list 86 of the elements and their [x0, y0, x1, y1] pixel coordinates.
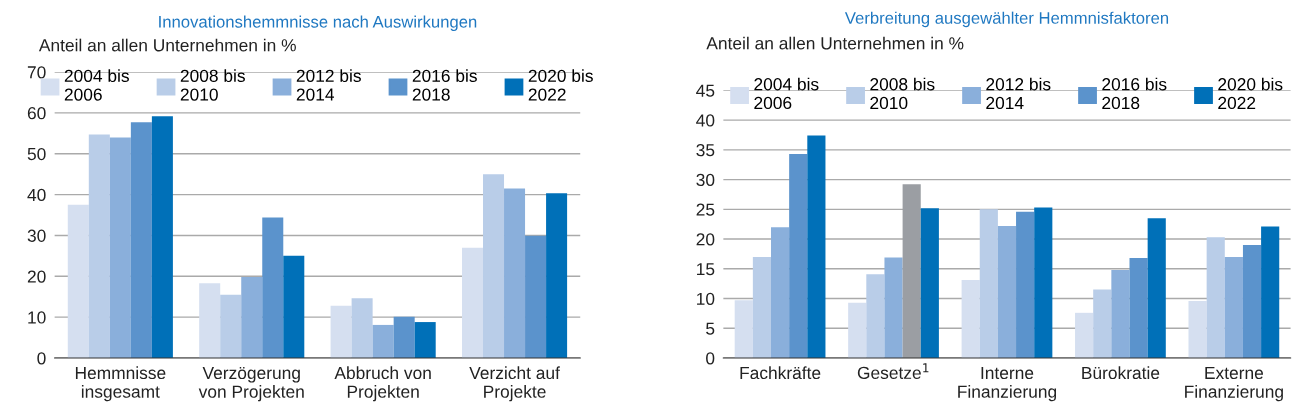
- x-tick-label: Bürokratie: [1082, 366, 1160, 380]
- y-tick-label: 40: [27, 188, 46, 202]
- bar: [1224, 256, 1243, 359]
- bar: [130, 122, 152, 359]
- x-tick-label: Verzögerung von Projekten: [198, 366, 304, 402]
- y-tick-label: 5: [706, 322, 715, 335]
- bar: [351, 298, 373, 359]
- bar: [283, 255, 305, 359]
- x-tick-label: Abbruch von Projekten: [334, 366, 431, 402]
- bar: [1034, 207, 1053, 359]
- chart-title: Innovationshemmnisse nach Auswirkungen: [159, 15, 477, 32]
- y-tick-label: 40: [696, 114, 715, 127]
- y-tick-label: 30: [27, 229, 46, 242]
- bar: [961, 280, 980, 359]
- legend-label: 2008 bis 2010: [180, 69, 245, 101]
- bar: [997, 225, 1017, 359]
- y-tick-label: 20: [696, 233, 715, 246]
- bar: [1016, 211, 1035, 359]
- bar: [525, 235, 547, 359]
- bar: [241, 277, 263, 359]
- x-tick-label: Externe Finanzierung: [1185, 366, 1283, 402]
- legend-label: 2012 bis 2014: [296, 69, 361, 101]
- bar: [1206, 237, 1225, 359]
- x-tick-label: Fachkräfte: [740, 366, 821, 380]
- y-tick-label: 45: [696, 84, 715, 97]
- bar: [393, 316, 415, 359]
- y-tick-label: 10: [28, 311, 46, 324]
- y-tick-label: 30: [696, 173, 715, 187]
- bar: [1111, 269, 1130, 359]
- y-tick-label: 70: [27, 66, 46, 79]
- bar: [1093, 289, 1112, 359]
- x-tick-label: Gesetze$^{1}$: [857, 363, 929, 379]
- x-tick-label: Verzicht auf Projekte: [469, 366, 560, 402]
- bar: [414, 322, 436, 359]
- bar: [734, 300, 753, 359]
- bar: [67, 204, 89, 359]
- x-tick-label: Hemmnisse insgesamt: [75, 366, 166, 402]
- bar: [461, 247, 484, 359]
- y-tick-label: 50: [27, 147, 46, 161]
- legend-label: 2020 bis 2022: [1218, 77, 1283, 110]
- bar: [789, 154, 808, 359]
- y-tick-label: 15: [697, 263, 715, 276]
- bar: [807, 135, 826, 359]
- bar: [979, 209, 998, 359]
- bar: [151, 116, 173, 359]
- bar: [1147, 218, 1166, 359]
- legend-label: 2004 bis 2006: [64, 69, 129, 101]
- bar: [884, 257, 903, 359]
- bar: [752, 256, 771, 359]
- bar: [504, 188, 526, 359]
- y-tick-label: 0: [706, 352, 715, 365]
- y-tick-label: 60: [27, 107, 46, 120]
- bar: [1261, 226, 1280, 359]
- bar: [262, 217, 284, 359]
- bar: [1188, 300, 1207, 359]
- y-tick-label: 35: [696, 144, 715, 157]
- legend-label: 2012 bis 2014: [986, 77, 1051, 110]
- bar: [546, 193, 568, 359]
- bar: [1075, 312, 1094, 359]
- x-tick-label: Interne Finanzierung: [958, 366, 1057, 402]
- y-tick-label: 0: [37, 352, 46, 365]
- y-tick-label: 10: [697, 292, 715, 305]
- chart-title: Verbreitung ausgewählter Hemmnisfaktoren: [844, 11, 1169, 28]
- bar: [848, 302, 867, 359]
- bar: [199, 283, 221, 359]
- bar: [771, 227, 790, 359]
- bar: [88, 134, 110, 359]
- bar: [902, 184, 921, 359]
- bar: [1242, 245, 1262, 359]
- legend-label: 2020 bis 2022: [528, 69, 593, 101]
- bar: [866, 274, 885, 359]
- bar: [1129, 258, 1148, 359]
- legend-label: 2016 bis 2018: [1102, 77, 1167, 110]
- bar: [372, 324, 394, 359]
- y-tick-label: 20: [27, 270, 46, 283]
- bar: [220, 294, 242, 359]
- y-tick-label: 25: [696, 203, 715, 216]
- legend-label: 2016 bis 2018: [412, 69, 477, 101]
- legend-label: 2004 bis 2006: [754, 77, 819, 110]
- bar: [109, 137, 131, 359]
- bar: [330, 305, 352, 359]
- legend-label: 2008 bis 2010: [870, 77, 935, 110]
- y-axis-title: Anteil an allen Unternehmen in %: [706, 36, 964, 50]
- bar: [920, 208, 939, 359]
- bar: [483, 174, 505, 359]
- y-axis-title: Anteil an allen Unternehmen in %: [38, 38, 296, 52]
